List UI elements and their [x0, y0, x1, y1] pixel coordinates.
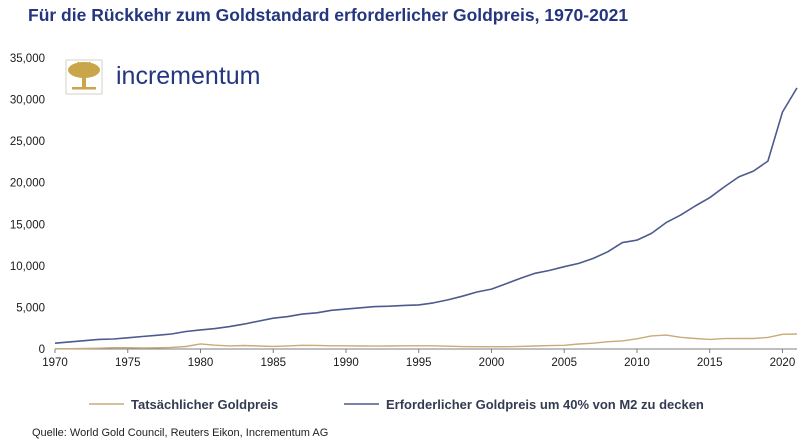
- x-tick-label: 2020: [770, 357, 796, 369]
- x-tick-label: 1985: [260, 357, 286, 369]
- y-tick-label: 15,000: [10, 219, 45, 231]
- x-tick-label: 1980: [188, 357, 214, 369]
- y-tick-label: 0: [39, 344, 45, 356]
- y-tick-label: 35,000: [10, 53, 45, 65]
- x-tick-label: 1970: [42, 357, 68, 369]
- series-line-required-gold-price: [54, 87, 798, 344]
- tree-icon: [68, 61, 100, 90]
- y-tick-label: 10,000: [10, 261, 45, 273]
- legend-label-actual-gold-price: Tatsächlicher Goldpreis: [131, 397, 278, 412]
- x-tick-label: 1990: [333, 357, 359, 369]
- x-tick-label: 2005: [551, 357, 577, 369]
- x-tick-label: 2010: [624, 357, 650, 369]
- incrementum-logo: incrementum: [65, 59, 261, 95]
- source-note: Quelle: World Gold Council, Reuters Eiko…: [32, 427, 329, 439]
- x-tick-label: 2015: [697, 357, 723, 369]
- y-tick-label: 20,000: [10, 178, 45, 190]
- y-tick-label: 25,000: [10, 136, 45, 148]
- logo-text: incrementum: [116, 62, 261, 90]
- x-tick-label: 1975: [115, 357, 141, 369]
- y-tick-label: 30,000: [10, 95, 45, 107]
- x-axis-ticks: 1970 1975 1980 1985 1990 1995 2000 2005 2010 2015…: [42, 349, 795, 369]
- series-lines: [54, 87, 798, 350]
- x-tick-label: 1995: [406, 357, 432, 369]
- x-tick-label: 2000: [479, 357, 505, 369]
- y-tick-label: 5,000: [16, 302, 45, 314]
- legend: Tatsächlicher Goldpreis Erforderlicher G…: [89, 397, 704, 412]
- series-line-actual-gold-price: [55, 333, 798, 350]
- legend-label-required-gold-price: Erforderlicher Goldpreis um 40% von M2 z…: [386, 397, 704, 412]
- y-axis-ticks: 0 5,000 10,000 15,000 20,000 25,000 30,000 35,0…: [10, 53, 45, 356]
- logo-frame: [65, 59, 103, 95]
- chart-title: Für die Rückkehr zum Goldstandard erford…: [28, 5, 629, 25]
